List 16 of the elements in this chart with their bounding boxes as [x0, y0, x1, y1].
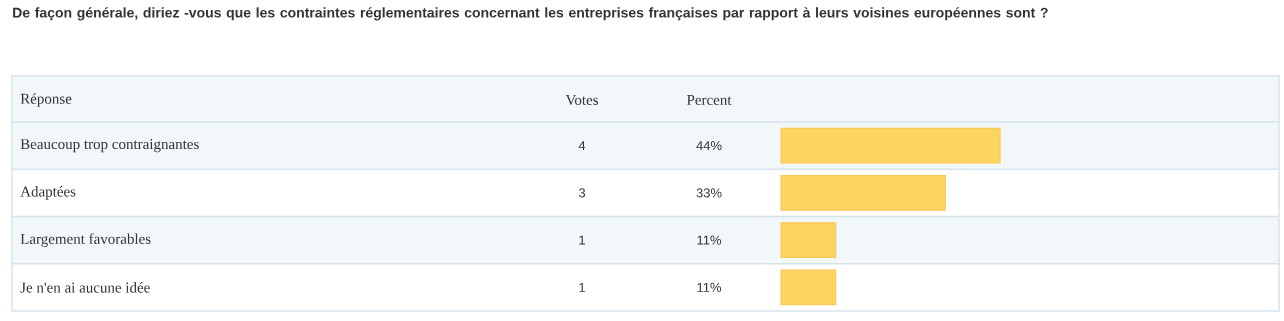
y-tick-label: Je n'en ai aucune idée: [20, 282, 150, 293]
text: 4: [578, 141, 586, 151]
y-tick-label: Adaptées: [20, 186, 76, 200]
y-axis-title: Réponse: [20, 93, 72, 107]
data-label: 44%: [696, 141, 722, 151]
y-tick-label: Beaucoup trop contraignantes: [20, 139, 199, 153]
text: 1: [579, 282, 585, 292]
data-label: 33%: [696, 188, 722, 198]
y-tick-label: Largement favorables: [20, 233, 151, 248]
text: Votes: [565, 94, 598, 106]
text: 1: [579, 235, 585, 245]
text: 3: [578, 188, 586, 198]
text: De façon générale, diriez -vous que les contraintes réglementaires concernant les entreprises françaises par rapport à leurs voisines européennes sont ?: [13, 7, 1048, 21]
data-label: 11%: [697, 282, 722, 292]
x-axis-title: Percent: [686, 95, 732, 105]
data-label: 11%: [697, 235, 722, 245]
